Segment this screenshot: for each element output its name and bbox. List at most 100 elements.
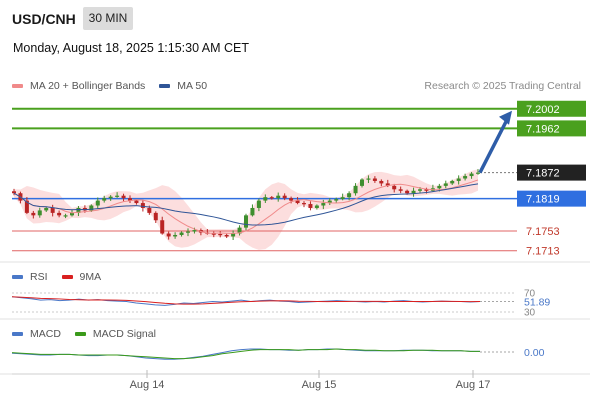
candle-body [340, 197, 345, 200]
legend-macd-signal: MACD Signal [74, 328, 156, 340]
candle-body [366, 178, 371, 180]
legend-rsi-swatch [12, 275, 23, 279]
candle-body [385, 183, 390, 186]
candle-body [398, 189, 403, 191]
pivot-label-bg [517, 190, 586, 207]
candle-body [12, 191, 16, 194]
x-tick-label: Aug 15 [302, 379, 337, 391]
x-tick-label: Aug 14 [130, 379, 165, 391]
legend-ma50: MA 50 [159, 80, 207, 92]
rsi-tick-label: 70 [524, 289, 536, 300]
rsi-legend: RSI 9MA [12, 271, 115, 283]
candle-body [456, 178, 461, 181]
candle-body [192, 230, 197, 232]
candle-body [147, 207, 152, 213]
candle-body [321, 203, 326, 206]
candle-body [108, 196, 113, 199]
candle-body [295, 200, 300, 204]
macd-signal-line [11, 348, 480, 360]
candle-body [95, 200, 100, 206]
macd-legend: MACD MACD Signal [12, 328, 170, 340]
legend-macd-swatch [12, 332, 23, 336]
pivot-label: 7.1819 [526, 194, 560, 206]
candle-body [302, 203, 306, 205]
candle-body [334, 199, 339, 201]
candle-body [186, 231, 190, 233]
timeframe-button[interactable]: 30 MIN [83, 7, 133, 30]
candle-body [140, 203, 145, 208]
legend-macd-signal-label: MACD Signal [92, 328, 156, 340]
candle-body [218, 234, 223, 236]
candle-body [134, 200, 139, 204]
rsi-9ma-line [11, 296, 481, 305]
candle-body [244, 215, 248, 228]
candle-body [70, 212, 74, 216]
candle-body [392, 185, 397, 190]
legend-bollinger: MA 20 + Bollinger Bands [12, 80, 145, 92]
candle-body [250, 207, 255, 216]
legend-bollinger-label: MA 20 + Bollinger Bands [30, 80, 146, 92]
legend-9ma-swatch [61, 275, 73, 279]
rsi-tick-label: 30 [524, 308, 536, 319]
last-price-label: 7.1872 [526, 168, 560, 180]
candle-body [44, 207, 49, 211]
candle-body [379, 180, 384, 184]
candle-body [89, 205, 94, 211]
candle-body [347, 193, 352, 198]
rsi-last-value: 51.89 [524, 297, 550, 309]
candle-body [128, 198, 132, 201]
candle-body [289, 198, 294, 201]
bollinger-band [14, 169, 478, 250]
legend-ma50-swatch [159, 84, 171, 88]
candle-body [476, 172, 480, 174]
candle-body [418, 189, 422, 191]
candle-body [469, 173, 474, 177]
legend-macd: MACD [12, 328, 61, 340]
candle-body [437, 185, 442, 189]
resistance-label-bg [517, 120, 586, 137]
candle-body [314, 205, 319, 208]
ma20-line [13, 179, 479, 234]
legend-9ma: 9MA [61, 271, 102, 283]
forecast-arrow-head [499, 110, 512, 125]
candle-body [37, 210, 42, 216]
legend-9ma-label: 9MA [79, 271, 102, 283]
candle-body [50, 207, 55, 213]
candle-body [360, 179, 364, 186]
timestamp: Monday, August 18, 2025 1:15:30 AM CET [13, 41, 250, 55]
candle-body [173, 234, 178, 237]
main-legend: MA 20 + Bollinger Bands MA 50 [12, 80, 221, 92]
candle-body [115, 195, 120, 197]
legend-macd-signal-swatch [74, 332, 86, 336]
credit-text: Research © 2025 Trading Central [424, 80, 581, 92]
candle-body [263, 197, 268, 201]
candle-body [308, 204, 313, 208]
candle-body [405, 190, 410, 194]
candle-body [372, 178, 377, 181]
candle-body [443, 183, 448, 186]
candle-body [450, 180, 455, 184]
ma50-line [13, 183, 479, 226]
candle-body [424, 189, 429, 191]
candle-body [282, 195, 287, 199]
resistance-label: 7.2002 [526, 104, 560, 116]
last-price-label-bg [517, 164, 586, 181]
resistance-label-bg [517, 100, 586, 117]
symbol-title: USD/CNH [12, 11, 76, 27]
candle-body [121, 195, 126, 199]
support-label: 7.1753 [526, 226, 560, 238]
legend-rsi: RSI [12, 271, 48, 283]
legend-ma50-label: MA 50 [177, 80, 208, 92]
support-label: 7.1713 [526, 246, 560, 258]
candle-body [57, 212, 62, 216]
resistance-label: 7.1962 [526, 123, 560, 135]
candle-body [211, 233, 216, 235]
candle-body [463, 176, 468, 179]
candle-body [31, 212, 36, 216]
candle-body [63, 215, 68, 217]
candle-body [160, 220, 165, 234]
candle-body [166, 233, 171, 237]
candle-body [327, 200, 332, 204]
candle-body [237, 227, 242, 234]
